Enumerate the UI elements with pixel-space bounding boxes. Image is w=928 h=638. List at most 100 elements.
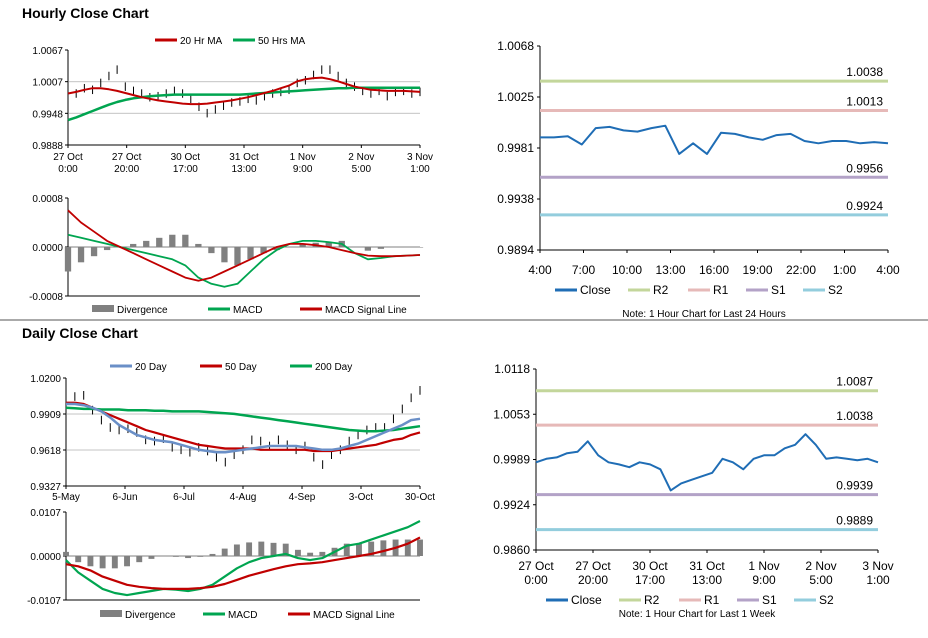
daily-price-x-tick-label: 4-Sep (289, 492, 316, 503)
hourly-price-x-tick-label: 31 Oct 13:00 (229, 152, 259, 175)
daily-divergence-bar (99, 556, 106, 569)
weekly-levels-level-label-s2: 0.9889 (836, 514, 873, 528)
hourly-divergence-bar (325, 242, 332, 247)
daily-macd-y-tick-label: -0.0107 (27, 596, 61, 607)
hourly-divergence-bar (299, 243, 306, 247)
daily-divergence-bar (282, 543, 289, 556)
daily-divergence-bar (197, 556, 204, 557)
weekly-levels-y-tick-label: 1.0053 (493, 407, 530, 421)
daily-price-legend-label: 50 Day (225, 362, 257, 373)
weekly-levels-level-label-r1: 1.0038 (836, 409, 873, 423)
hourly-levels-legend-label: S2 (828, 283, 843, 297)
weekly-levels-y-tick-label: 1.0118 (494, 362, 530, 376)
daily-ma50-line (66, 401, 421, 453)
daily-divergence-bar (221, 548, 228, 556)
hourly-divergence-bar (221, 247, 228, 263)
hourly-divergence-bar (377, 247, 385, 249)
daily-macd-legend-label: MACD (228, 610, 257, 621)
hourly-macd-y-tick-label: -0.0008 (29, 292, 63, 303)
daily-divergence-bar (185, 556, 192, 559)
daily-divergence-bar (356, 543, 362, 556)
daily-divergence-bar (319, 551, 326, 556)
hourly-levels-level-label-r2: 1.0038 (846, 65, 883, 79)
daily-divergence-bar (233, 544, 240, 556)
daily-divergence-bar (87, 556, 94, 567)
weekly-levels-x-tick-label: 31 Oct 13:00 (689, 559, 725, 587)
hourly-price-x-tick-label: 27 Oct 20:00 (112, 152, 142, 175)
weekly-levels-x-tick-label: 27 Oct 20:00 (575, 559, 611, 587)
daily-divergence-bar (209, 553, 216, 556)
weekly-levels-close-line (535, 433, 879, 492)
daily-price-y-tick-label: 1.0200 (30, 374, 61, 385)
daily-divergence-bar (307, 552, 314, 556)
hourly-macd-legend-label: MACD Signal Line (325, 305, 407, 316)
hourly-divergence-bar (208, 247, 215, 254)
weekly-levels-x-tick-label: 3 Nov 1:00 (862, 559, 893, 587)
hourly-price-legend-label: 50 Hrs MA (258, 36, 306, 47)
daily-macd-y-tick-label: 0.0000 (30, 552, 61, 563)
hourly-divergence-bar (103, 247, 111, 251)
daily-divergence-bar (148, 556, 155, 559)
weekly-levels-y-tick-label: 0.9924 (493, 498, 530, 512)
hourly-divergence-bar (169, 234, 176, 247)
hourly-macd-legend-label: Divergence (117, 305, 168, 316)
hourly-divergence-bar (286, 247, 293, 248)
daily-divergence-bar (294, 549, 301, 556)
daily-signal-line (65, 536, 421, 591)
hourly-divergence-bar (130, 243, 137, 247)
hourly-levels-x-tick-label: 4:00 (528, 263, 552, 277)
daily-price-legend-label: 200 Day (315, 362, 352, 373)
daily-divergence-bar (258, 541, 265, 556)
hourly-price-x-tick-label: 2 Nov 5:00 (348, 152, 374, 175)
daily-divergence-bar (380, 540, 387, 556)
hourly-macd-legend-swatch (92, 305, 114, 312)
hourly-levels-y-tick-label: 0.9981 (497, 141, 534, 155)
hourly-levels-level-label-s2: 0.9924 (846, 199, 883, 213)
hourly-levels-y-tick-label: 0.9938 (497, 192, 534, 206)
daily-divergence-bar (63, 551, 69, 556)
hourly-levels-x-tick-label: 19:00 (742, 263, 772, 277)
daily-price-x-tick-label: 4-Aug (230, 492, 257, 503)
hourly-levels-y-tick-label: 1.0068 (497, 39, 534, 53)
hourly-divergence-bar (64, 247, 72, 272)
daily-divergence-bar (270, 542, 277, 556)
daily-price-y-tick-label: 0.9618 (30, 446, 61, 457)
hourly-divergence-bar (195, 243, 202, 247)
weekly-levels-legend-label: S2 (819, 593, 834, 607)
daily-price-x-tick-label: 5-May (52, 492, 80, 503)
daily-macd-line (65, 520, 421, 597)
hourly-divergence-bar (260, 247, 267, 254)
hourly-levels-y-tick-label: 1.0025 (497, 90, 534, 104)
hourly-divergence-bar (416, 247, 424, 248)
hourly-price-y-tick-label: 1.0067 (32, 46, 63, 57)
daily-price-y-tick-label: 0.9909 (30, 410, 61, 421)
daily-macd-legend-label: Divergence (125, 610, 176, 621)
hourly-levels-x-tick-label: 7:00 (572, 263, 596, 277)
weekly-levels-x-tick-label: 2 Nov 5:00 (805, 559, 836, 587)
daily-divergence-bar (417, 539, 423, 556)
daily-price-x-tick-label: 3-Oct (349, 492, 374, 503)
hourly-macd-y-tick-label: 0.0008 (32, 194, 63, 205)
hourly-ma20-line (67, 76, 421, 106)
daily-divergence-bar (246, 542, 253, 556)
weekly-levels-level-label-r2: 1.0087 (836, 375, 873, 389)
hourly-levels-note: Note: 1 Hour Chart for Last 24 Hours (622, 309, 785, 320)
hourly-price-y-tick-label: 0.9948 (32, 109, 63, 120)
weekly-levels-level-label-s1: 0.9939 (836, 479, 873, 493)
hourly-divergence-bar (247, 247, 254, 260)
daily-divergence-bar (160, 556, 167, 557)
daily-price-legend-label: 20 Day (135, 362, 167, 373)
hourly-divergence-bar (90, 247, 98, 257)
hourly-divergence-bar (351, 247, 358, 248)
hourly-levels-level-label-s1: 0.9956 (846, 161, 883, 175)
hourly-signal-line (67, 209, 421, 282)
daily-price-x-tick-label: 6-Jun (112, 492, 137, 503)
hourly-divergence-bar (234, 247, 241, 266)
hourly-divergence-bar (403, 247, 411, 248)
hourly-price-legend-label: 20 Hr MA (180, 36, 223, 47)
hourly-levels-y-tick-label: 0.9894 (497, 243, 534, 257)
daily-section-title: Daily Close Chart (22, 325, 138, 341)
weekly-levels-x-tick-label: 30 Oct 17:00 (632, 559, 668, 587)
hourly-levels-x-tick-label: 1:00 (833, 263, 857, 277)
weekly-levels-x-tick-label: 27 Oct 0:00 (518, 559, 554, 587)
